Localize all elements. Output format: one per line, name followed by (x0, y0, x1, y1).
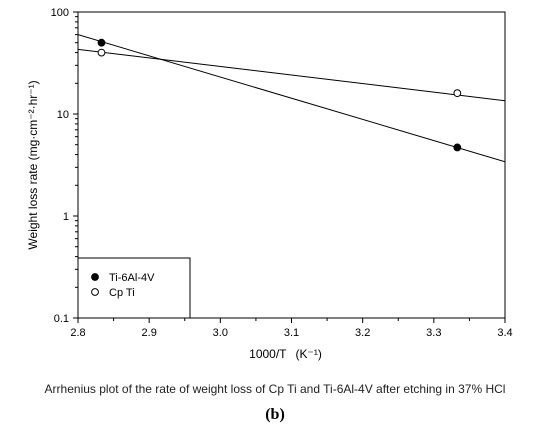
y-tick-label: 100 (51, 7, 69, 19)
x-tick-label: 2.8 (70, 327, 85, 339)
y-tick-label: 10 (57, 109, 69, 121)
x-tick-label: 3.4 (497, 327, 512, 339)
ti-6al-4v-data-point (97, 38, 106, 47)
x-axis-title: 1000/T (K⁻¹) (249, 347, 322, 361)
legend-marker (91, 288, 99, 296)
fit-line-ti-6al-4v (78, 34, 505, 163)
x-tick-label: 3.2 (355, 327, 370, 339)
cp-ti-data-point (453, 89, 462, 98)
y-tick-label: 0.1 (54, 313, 69, 325)
x-tick-label: 3.0 (213, 327, 228, 339)
legend-entry: Ti-6Al-4V (109, 272, 155, 284)
x-tick-label: 2.9 (142, 327, 157, 339)
figure-caption: Arrhenius plot of the rate of weight los… (44, 382, 506, 396)
legend-box (77, 257, 191, 319)
y-axis-title: Weight loss rate (mg·cm⁻²·hr⁻¹) (26, 80, 40, 249)
plot-area: 2.8 2.9 3.0 3.1 3.2 3.3 3.4 0.1 1 10 100 1000/T (K⁻¹… (26, 7, 513, 361)
cp-ti-data-point (97, 48, 106, 57)
ti-6al-4v-data-point (453, 143, 462, 152)
x-tick-label: 3.1 (284, 327, 299, 339)
y-tick-label: 1 (63, 211, 69, 223)
panel-label: (b) (265, 406, 285, 423)
legend: Ti-6Al-4V Cp Ti (77, 257, 191, 319)
x-tick-label: 3.3 (426, 327, 441, 339)
fit-line-cp-ti (78, 48, 505, 102)
legend-marker (91, 273, 99, 281)
legend-entry: Cp Ti (109, 287, 135, 299)
chart-marks (78, 34, 505, 163)
